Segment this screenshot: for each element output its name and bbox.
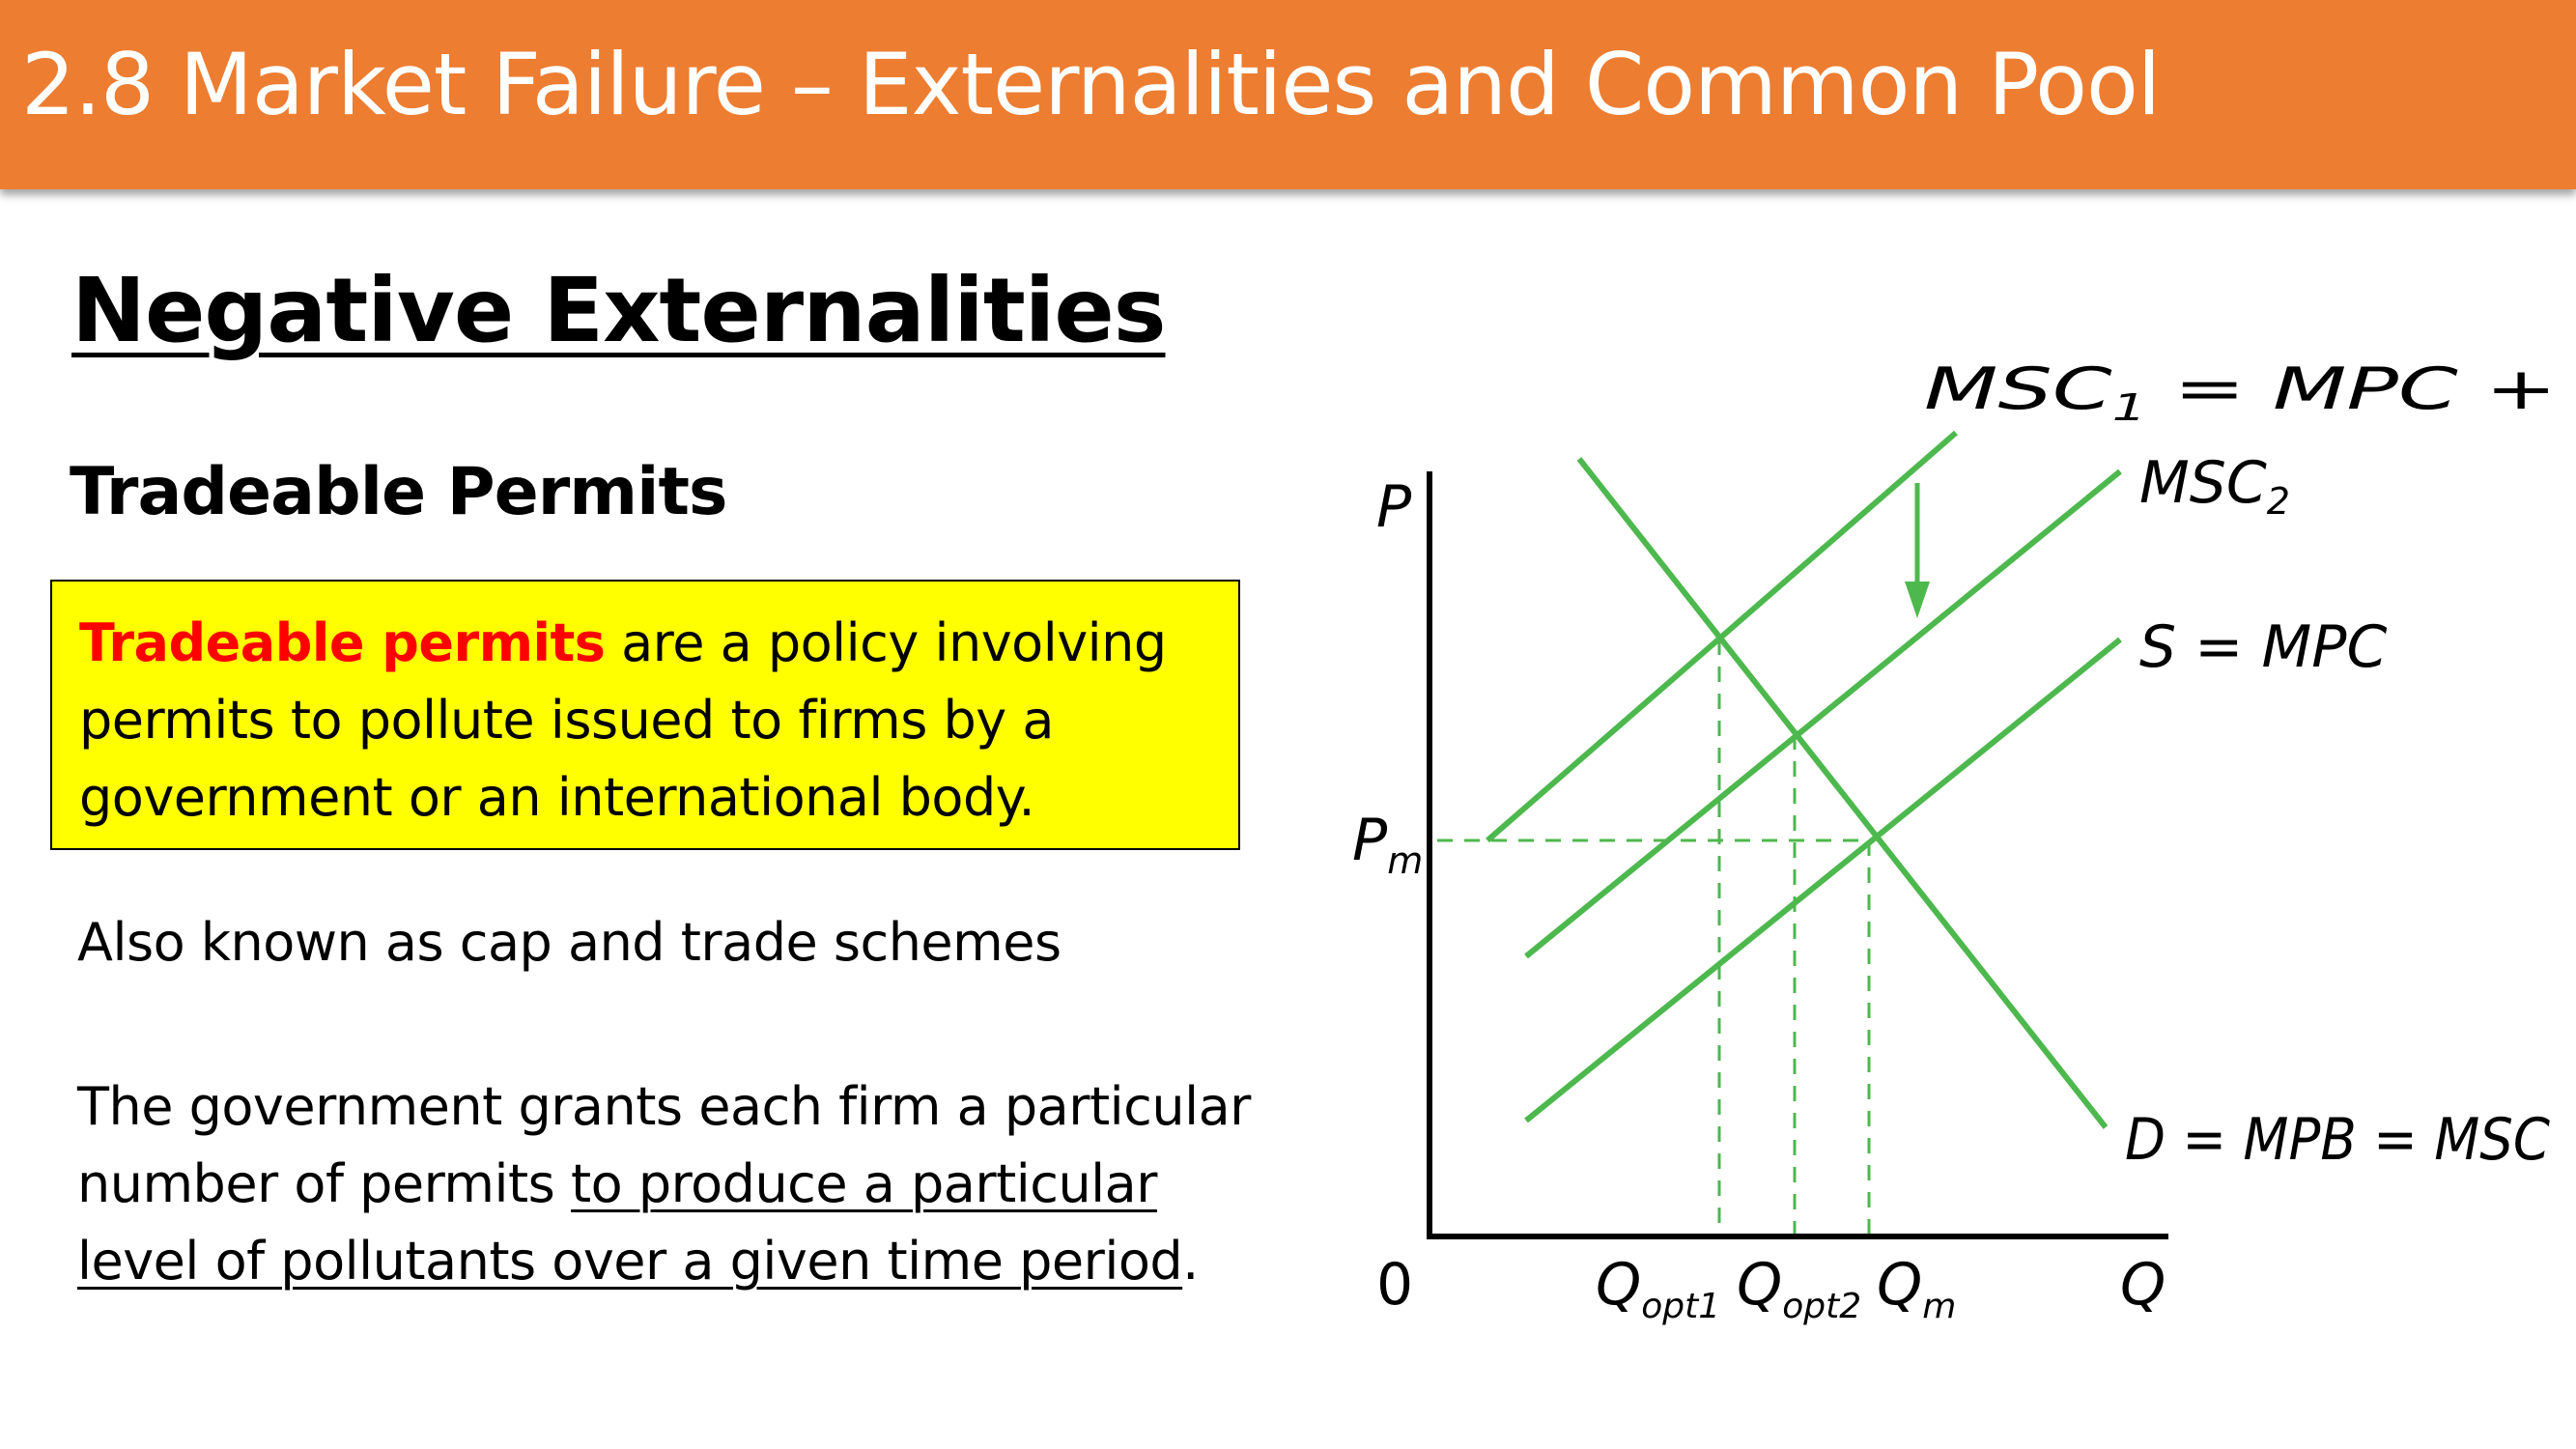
price-pm-label: Pm xyxy=(1352,807,1423,882)
grant-line1: The government grants each firm a partic… xyxy=(77,1076,1251,1137)
definition-text-line1: are a policy involving xyxy=(605,612,1167,673)
msc2-curve xyxy=(1524,469,2122,959)
msc1-label: MSC 1 = MPC + tax xyxy=(1924,355,2576,429)
shift-arrow-head xyxy=(1905,582,1930,618)
page-title: 2.8 Market Failure – Externalities and C… xyxy=(21,35,2161,134)
demand-label: D = MPB = MSC xyxy=(2125,1106,2550,1174)
section-heading: Negative Externalities xyxy=(71,259,1166,362)
definition-text-line2: permits to pollute issued to firms by a xyxy=(79,690,1055,751)
supply-label: S = MPC xyxy=(2139,613,2387,681)
qopt2-label: Qopt2 xyxy=(1737,1251,1861,1326)
definition-box: Tradeable permits are a policy involving… xyxy=(50,580,1240,850)
definition-term: Tradeable permits xyxy=(79,612,606,673)
msc2-label: MSC2 xyxy=(2139,449,2290,523)
y-axis-label: P xyxy=(1376,473,1412,541)
x-axis-label: Q xyxy=(2120,1251,2166,1319)
grant-paragraph: The government grants each firm a partic… xyxy=(77,1068,1285,1300)
grant-line3-end: . xyxy=(1182,1231,1199,1292)
supply-curve xyxy=(1524,637,2122,1123)
header-bar: 2.8 Market Failure – Externalities and C… xyxy=(0,0,2576,189)
subheading: Tradeable Permits xyxy=(70,454,727,530)
grant-line2-underlined: to produce a particular xyxy=(570,1153,1158,1214)
grant-line2-plain: number of permits xyxy=(77,1153,571,1214)
demand-curve xyxy=(1576,457,2109,1129)
aka-text: Also known as cap and trade schemes xyxy=(77,912,1062,973)
qopt1-label: Qopt1 xyxy=(1596,1251,1720,1326)
grant-line3-underlined: level of pollutants over a given time pe… xyxy=(77,1231,1183,1292)
definition-text-line3: government or an international body. xyxy=(79,767,1035,828)
permits-diagram: P Q 0 Pm MSC 1 = MPC + tax MSC2 S = MPC D… xyxy=(1352,355,2576,1326)
origin-label: 0 xyxy=(1376,1251,1413,1319)
qm-label: Qm xyxy=(1877,1251,1956,1326)
